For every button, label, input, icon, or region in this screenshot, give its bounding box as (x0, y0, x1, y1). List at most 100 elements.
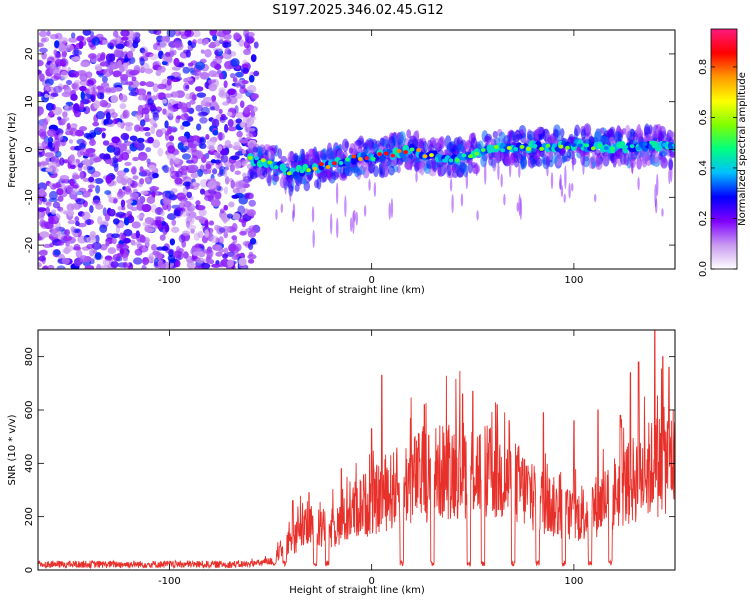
heatmap-cell (156, 83, 167, 90)
heatmap-cell (448, 158, 454, 163)
heatmap-cell (76, 35, 85, 42)
heatmap-cell (185, 220, 190, 228)
heatmap-cell (116, 243, 124, 249)
heatmap-cell (661, 208, 664, 217)
heatmap-cell (192, 39, 197, 45)
heatmap-cell (141, 264, 147, 269)
heatmap-cell (220, 113, 226, 119)
heatmap-cell (119, 94, 128, 103)
heatmap-cell (435, 153, 441, 158)
heatmap-cell (173, 209, 181, 217)
heatmap-cell (77, 222, 87, 228)
heatmap-cell (157, 223, 164, 231)
spectrogram-y-label: Frequency (Hz) (7, 112, 18, 188)
heatmap-cell (48, 190, 58, 200)
heatmap-cell (73, 243, 81, 250)
heatmap-cell (58, 43, 66, 53)
heatmap-cell (142, 50, 149, 57)
heatmap-cell (119, 232, 124, 241)
heatmap-cell (45, 206, 51, 216)
heatmap-cell (117, 193, 124, 200)
heatmap-cell (144, 228, 155, 233)
heatmap-cell (526, 146, 531, 151)
heatmap-cell (69, 127, 78, 137)
heatmap-cell (234, 71, 244, 78)
heatmap-cells (38, 30, 675, 269)
heatmap-cell (233, 160, 242, 169)
heatmap-cell (203, 249, 213, 254)
heatmap-cell (74, 216, 80, 222)
heatmap-cell (107, 66, 114, 73)
heatmap-cell (168, 258, 177, 264)
heatmap-cell (79, 142, 86, 149)
heatmap-cell (136, 214, 144, 219)
heatmap-cell (147, 136, 155, 144)
heatmap-cell (41, 51, 47, 60)
heatmap-cell (651, 151, 660, 164)
heatmap-cell (185, 93, 191, 100)
heatmap-cell (500, 173, 503, 188)
heatmap-cell (112, 118, 118, 125)
heatmap-cell (82, 30, 91, 36)
heatmap-cell (59, 209, 68, 214)
heatmap-cell (392, 165, 399, 173)
heatmap-cell (82, 177, 90, 182)
heatmap-cell (171, 66, 181, 71)
heatmap-cell (88, 53, 97, 60)
heatmap-cell (70, 32, 76, 39)
heatmap-cell (213, 151, 221, 156)
heatmap-cell (377, 152, 383, 157)
heatmap-cell (38, 249, 48, 257)
heatmap-cell (208, 227, 214, 234)
heatmap-cell (171, 219, 177, 226)
heatmap-cell (513, 147, 519, 152)
heatmap-cell (70, 226, 75, 233)
heatmap-cell (191, 145, 197, 153)
heatmap-cell (78, 40, 84, 49)
heatmap-cell (144, 131, 151, 137)
heatmap-cell (637, 176, 640, 191)
heatmap-cell (223, 80, 228, 89)
heatmap-cell (99, 243, 108, 251)
heatmap-cell (442, 158, 447, 163)
heatmap-cell (211, 118, 220, 128)
heatmap-cell (86, 218, 92, 226)
heatmap-cell (616, 143, 622, 148)
heatmap-cell (105, 240, 110, 247)
heatmap-cell (169, 262, 175, 267)
heatmap-cell (425, 158, 431, 169)
heatmap-cell (623, 145, 629, 150)
heatmap-cell (449, 178, 453, 192)
heatmap-cell (329, 213, 333, 235)
heatmap-cell (218, 72, 224, 80)
heatmap-cell (49, 33, 59, 40)
heatmap-cell (130, 69, 140, 74)
heatmap-cell (492, 158, 497, 172)
heatmap-cell (202, 168, 209, 175)
heatmap-cell (197, 168, 204, 177)
heatmap-cell (165, 51, 171, 57)
heatmap-cell (593, 193, 597, 203)
y-tick-label: 0 (24, 567, 35, 573)
heatmap-cell (230, 58, 240, 68)
heatmap-cell (506, 145, 512, 150)
heatmap-cell (131, 221, 141, 229)
heatmap-cell (123, 167, 130, 173)
heatmap-cell (138, 245, 149, 253)
snr-x-ticks: -100 0 100 (158, 330, 583, 587)
x-tick-label: 100 (564, 275, 583, 286)
heatmap-cell (72, 49, 82, 56)
heatmap-cell (38, 124, 45, 130)
heatmap-cell (280, 155, 287, 163)
heatmap-cell (125, 125, 133, 132)
heatmap-cell (109, 141, 119, 149)
heatmap-cell (145, 81, 155, 88)
heatmap-cell (152, 83, 159, 93)
heatmap-cell (38, 106, 44, 116)
heatmap-cell (56, 240, 65, 246)
heatmap-cell (199, 117, 208, 124)
heatmap-cell (43, 36, 50, 43)
heatmap-cell (552, 154, 558, 164)
heatmap-cell (232, 188, 240, 194)
y-tick-label: 400 (24, 454, 35, 473)
